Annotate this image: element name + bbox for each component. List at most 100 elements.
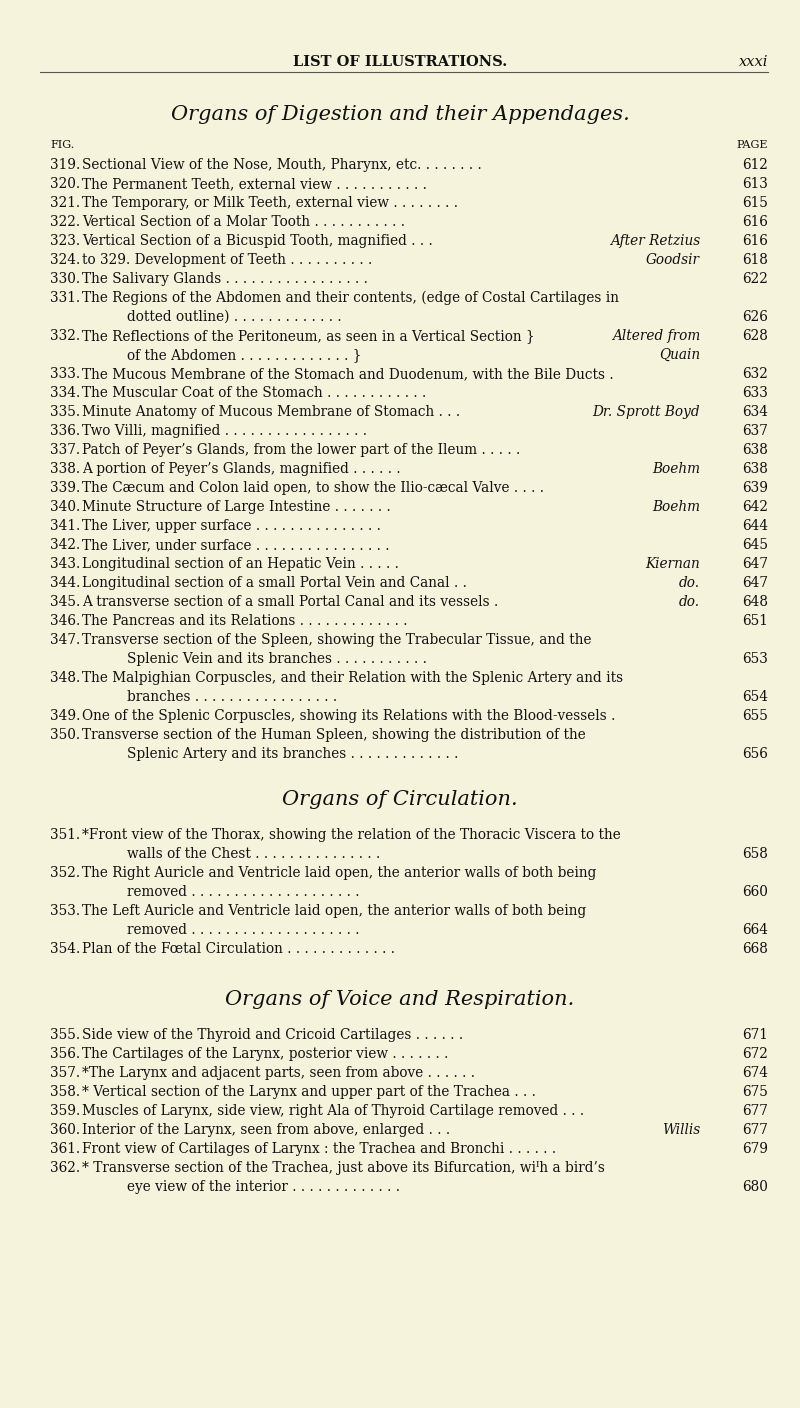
Text: 664: 664 xyxy=(742,924,768,936)
Text: removed . . . . . . . . . . . . . . . . . . . .: removed . . . . . . . . . . . . . . . . … xyxy=(127,886,359,898)
Text: 340.: 340. xyxy=(50,500,80,514)
Text: * Vertical section of the Larynx and upper part of the Trachea . . .: * Vertical section of the Larynx and upp… xyxy=(82,1086,536,1100)
Text: 319.: 319. xyxy=(50,158,80,172)
Text: 361.: 361. xyxy=(50,1142,80,1156)
Text: 638: 638 xyxy=(742,462,768,476)
Text: Organs of Voice and Respiration.: Organs of Voice and Respiration. xyxy=(226,990,574,1010)
Text: The Muscular Coat of the Stomach . . . . . . . . . . . .: The Muscular Coat of the Stomach . . . .… xyxy=(82,386,426,400)
Text: 342.: 342. xyxy=(50,538,80,552)
Text: 339.: 339. xyxy=(50,482,80,496)
Text: 348.: 348. xyxy=(50,672,80,686)
Text: 632: 632 xyxy=(742,367,768,382)
Text: 637: 637 xyxy=(742,424,768,438)
Text: 345.: 345. xyxy=(50,596,80,610)
Text: Minute Structure of Large Intestine . . . . . . .: Minute Structure of Large Intestine . . … xyxy=(82,500,390,514)
Text: 660: 660 xyxy=(742,886,768,898)
Text: 321.: 321. xyxy=(50,196,80,210)
Text: 647: 647 xyxy=(742,576,768,590)
Text: The Regions of the Abdomen and their contents, (edge of Costal Cartilages in: The Regions of the Abdomen and their con… xyxy=(82,291,619,306)
Text: Goodsir: Goodsir xyxy=(646,253,700,268)
Text: The Right Auricle and Ventricle laid open, the anterior walls of both being: The Right Auricle and Ventricle laid ope… xyxy=(82,866,596,880)
Text: eye view of the interior . . . . . . . . . . . . .: eye view of the interior . . . . . . . .… xyxy=(127,1180,400,1194)
Text: walls of the Chest . . . . . . . . . . . . . . .: walls of the Chest . . . . . . . . . . .… xyxy=(127,848,380,862)
Text: The Malpighian Corpuscles, and their Relation with the Splenic Artery and its: The Malpighian Corpuscles, and their Rel… xyxy=(82,672,623,686)
Text: 353.: 353. xyxy=(50,904,80,918)
Text: 349.: 349. xyxy=(50,710,80,722)
Text: 330.: 330. xyxy=(50,272,80,286)
Text: 671: 671 xyxy=(742,1028,768,1042)
Text: 654: 654 xyxy=(742,690,768,704)
Text: 332.: 332. xyxy=(50,329,80,344)
Text: Patch of Peyer’s Glands, from the lower part of the Ileum . . . . .: Patch of Peyer’s Glands, from the lower … xyxy=(82,444,520,458)
Text: Transverse section of the Human Spleen, showing the distribution of the: Transverse section of the Human Spleen, … xyxy=(82,728,586,742)
Text: Longitudinal section of a small Portal Vein and Canal . .: Longitudinal section of a small Portal V… xyxy=(82,576,467,590)
Text: Side view of the Thyroid and Cricoid Cartilages . . . . . .: Side view of the Thyroid and Cricoid Car… xyxy=(82,1028,463,1042)
Text: 639: 639 xyxy=(742,482,768,496)
Text: The Salivary Glands . . . . . . . . . . . . . . . . .: The Salivary Glands . . . . . . . . . . … xyxy=(82,272,368,286)
Text: Two Villi, magnified . . . . . . . . . . . . . . . . .: Two Villi, magnified . . . . . . . . . .… xyxy=(82,424,367,438)
Text: Splenic Artery and its branches . . . . . . . . . . . . .: Splenic Artery and its branches . . . . … xyxy=(127,748,458,760)
Text: of the Abdomen . . . . . . . . . . . . . }: of the Abdomen . . . . . . . . . . . . .… xyxy=(127,348,362,362)
Text: FIG.: FIG. xyxy=(50,139,74,151)
Text: 320.: 320. xyxy=(50,177,80,191)
Text: 613: 613 xyxy=(742,177,768,191)
Text: The Temporary, or Milk Teeth, external view . . . . . . . .: The Temporary, or Milk Teeth, external v… xyxy=(82,196,458,210)
Text: *Front view of the Thorax, showing the relation of the Thoracic Viscera to the: *Front view of the Thorax, showing the r… xyxy=(82,828,621,842)
Text: 680: 680 xyxy=(742,1180,768,1194)
Text: 615: 615 xyxy=(742,196,768,210)
Text: 355.: 355. xyxy=(50,1028,80,1042)
Text: 612: 612 xyxy=(742,158,768,172)
Text: Organs of Digestion and their Appendages.: Organs of Digestion and their Appendages… xyxy=(170,106,630,124)
Text: The Liver, upper surface . . . . . . . . . . . . . . .: The Liver, upper surface . . . . . . . .… xyxy=(82,520,381,534)
Text: Muscles of Larynx, side view, right Ala of Thyroid Cartilage removed . . .: Muscles of Larynx, side view, right Ala … xyxy=(82,1104,584,1118)
Text: 322.: 322. xyxy=(50,215,80,230)
Text: 655: 655 xyxy=(742,710,768,722)
Text: 618: 618 xyxy=(742,253,768,268)
Text: The Pancreas and its Relations . . . . . . . . . . . . .: The Pancreas and its Relations . . . . .… xyxy=(82,614,407,628)
Text: 634: 634 xyxy=(742,406,768,420)
Text: 633: 633 xyxy=(742,386,768,400)
Text: 338.: 338. xyxy=(50,462,80,476)
Text: 674: 674 xyxy=(742,1066,768,1080)
Text: Vertical Section of a Bicuspid Tooth, magnified . . .: Vertical Section of a Bicuspid Tooth, ma… xyxy=(82,234,433,248)
Text: 677: 677 xyxy=(742,1124,768,1138)
Text: 672: 672 xyxy=(742,1048,768,1062)
Text: 335.: 335. xyxy=(50,406,80,420)
Text: 644: 644 xyxy=(742,520,768,534)
Text: 351.: 351. xyxy=(50,828,80,842)
Text: Interior of the Larynx, seen from above, enlarged . . .: Interior of the Larynx, seen from above,… xyxy=(82,1124,450,1138)
Text: * Transverse section of the Trachea, just above its Bifurcation, wiᴵh a bird’s: * Transverse section of the Trachea, jus… xyxy=(82,1162,605,1176)
Text: to 329. Development of Teeth . . . . . . . . . .: to 329. Development of Teeth . . . . . .… xyxy=(82,253,372,268)
Text: 324.: 324. xyxy=(50,253,80,268)
Text: The Mucous Membrane of the Stomach and Duodenum, with the Bile Ducts .: The Mucous Membrane of the Stomach and D… xyxy=(82,367,614,382)
Text: LIST OF ILLUSTRATIONS.: LIST OF ILLUSTRATIONS. xyxy=(293,55,507,69)
Text: 677: 677 xyxy=(742,1104,768,1118)
Text: do.: do. xyxy=(679,596,700,610)
Text: The Cæcum and Colon laid open, to show the Ilio-cæcal Valve . . . .: The Cæcum and Colon laid open, to show t… xyxy=(82,482,544,496)
Text: 341.: 341. xyxy=(50,520,80,534)
Text: PAGE: PAGE xyxy=(737,139,768,151)
Text: 360.: 360. xyxy=(50,1124,80,1138)
Text: 658: 658 xyxy=(742,848,768,862)
Text: 346.: 346. xyxy=(50,614,80,628)
Text: Minute Anatomy of Mucous Membrane of Stomach . . .: Minute Anatomy of Mucous Membrane of Sto… xyxy=(82,406,460,420)
Text: 616: 616 xyxy=(742,215,768,230)
Text: 656: 656 xyxy=(742,748,768,760)
Text: 331.: 331. xyxy=(50,291,80,306)
Text: 653: 653 xyxy=(742,652,768,666)
Text: Organs of Circulation.: Organs of Circulation. xyxy=(282,790,518,810)
Text: 356.: 356. xyxy=(50,1048,80,1062)
Text: *The Larynx and adjacent parts, seen from above . . . . . .: *The Larynx and adjacent parts, seen fro… xyxy=(82,1066,475,1080)
Text: Plan of the Fœtal Circulation . . . . . . . . . . . . .: Plan of the Fœtal Circulation . . . . . … xyxy=(82,942,395,956)
Text: Front view of Cartilages of Larynx : the Trachea and Bronchi . . . . . .: Front view of Cartilages of Larynx : the… xyxy=(82,1142,556,1156)
Text: 347.: 347. xyxy=(50,634,80,648)
Text: After Retzius: After Retzius xyxy=(610,234,700,248)
Text: 362.: 362. xyxy=(50,1162,80,1176)
Text: 343.: 343. xyxy=(50,558,80,572)
Text: 626: 626 xyxy=(742,310,768,324)
Text: 642: 642 xyxy=(742,500,768,514)
Text: do.: do. xyxy=(679,576,700,590)
Text: branches . . . . . . . . . . . . . . . . .: branches . . . . . . . . . . . . . . . .… xyxy=(127,690,337,704)
Text: Willis: Willis xyxy=(662,1124,700,1138)
Text: A portion of Peyer’s Glands, magnified . . . . . .: A portion of Peyer’s Glands, magnified .… xyxy=(82,462,401,476)
